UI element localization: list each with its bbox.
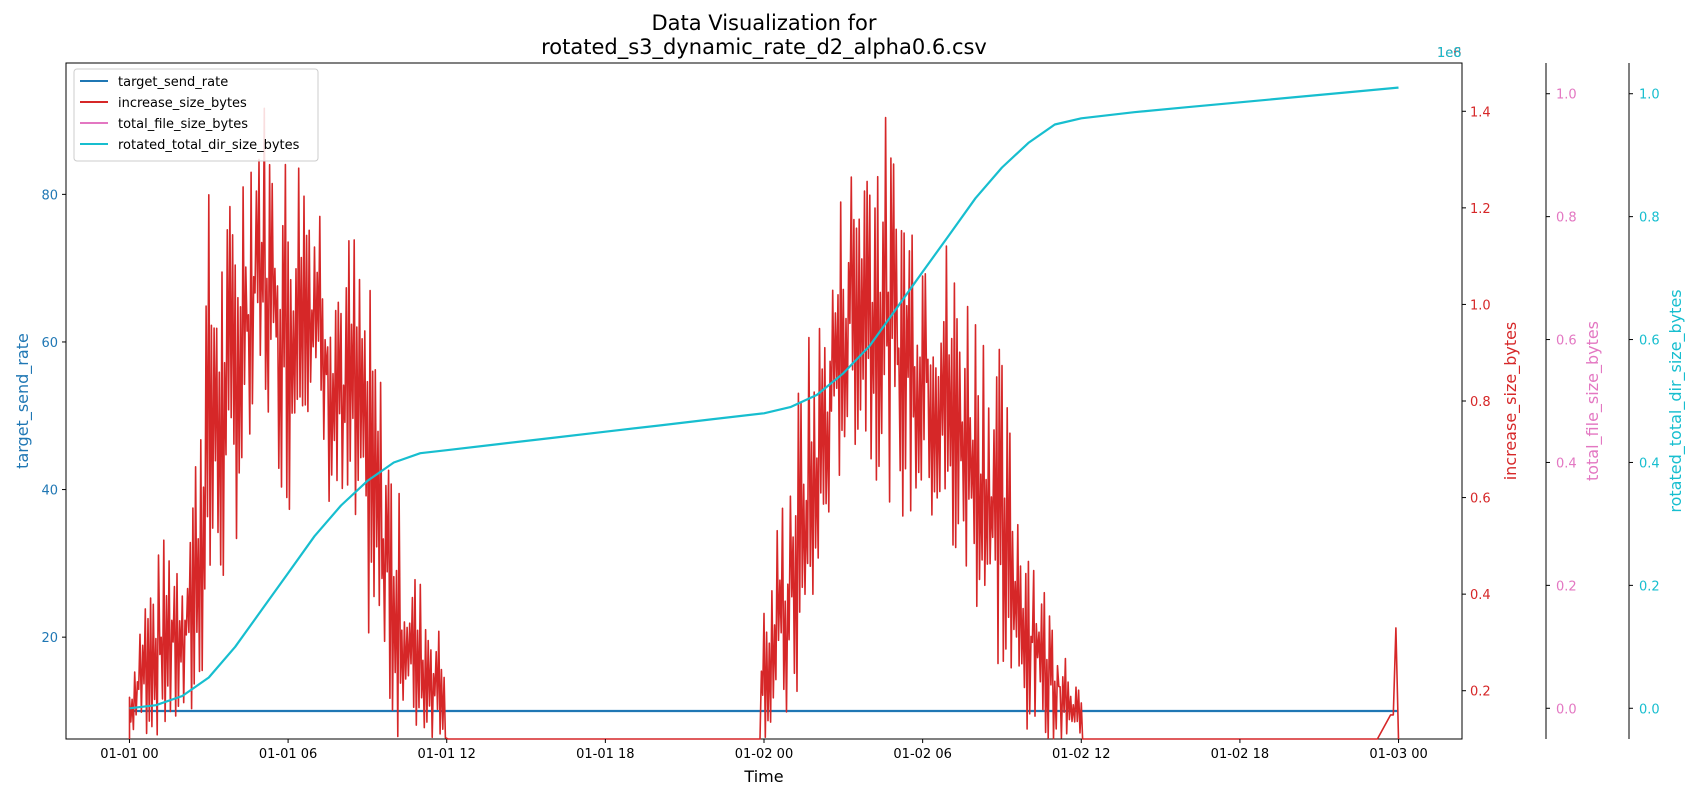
left-tick-label: 40 [41,484,58,499]
right1-tick-label: 1.2 [1470,202,1491,217]
series-line-increase-size-bytes [128,107,1400,740]
legend-label: total_file_size_bytes [118,117,248,132]
left-tick-label: 80 [41,188,58,203]
right1-tick-label: 0.2 [1470,685,1491,700]
x-tick-label: 01-02 00 [735,747,793,762]
left-axis-label: target_send_rate [13,333,33,469]
left-tick-label: 60 [41,336,58,351]
legend-label: target_send_rate [118,75,228,90]
x-tick-label: 01-03 00 [1369,747,1427,762]
x-tick-label: 01-02 18 [1211,747,1269,762]
axes-layer: 01-01 00 01-01 06 01-01 12 01-01 18 01-02 00… [13,46,1686,762]
series-layer [128,86,1400,740]
left-tick-label: 20 [41,631,58,646]
right2-tick-label: 0.0 [1556,702,1577,717]
right3-tick-label: 0.4 [1639,456,1660,471]
legend: target_send_rate increase_size_bytestotal… [73,68,319,162]
right3-offset-text: 1e8 [1437,46,1462,61]
right3-axis-label: rotated_total_dir_size_bytes [1666,289,1686,512]
right3-tick-label: 0.6 [1639,334,1660,349]
right3-tick-label: 0.2 [1639,579,1660,594]
right2-tick-label: 0.2 [1556,579,1577,594]
right3-tick-label: 0.0 [1639,702,1660,717]
x-tick-label: 01-01 00 [100,747,158,762]
right2-tick-label: 1.0 [1556,88,1577,103]
right1-axis-label: increase_size_bytes [1501,322,1521,481]
right1-tick-label: 1.4 [1470,105,1491,120]
chart-title-line-2: rotated_s3_dynamic_rate_d2_alpha0.6.csv [541,35,987,60]
right2-tick-label: 0.8 [1556,211,1577,226]
x-tick-label: 01-01 06 [259,747,317,762]
series-line-rotated-total-dir-size-bytes [129,86,1399,710]
legend-label: increase_size_bytes [118,96,247,111]
right1-tick-label: 0.8 [1470,395,1491,410]
right1-tick-label: 0.4 [1470,588,1491,603]
x-tick-label: 01-01 12 [418,747,476,762]
x-axis-label: Time [743,767,783,786]
x-tick-label: 01-01 18 [576,747,634,762]
legend-label: rotated_total_dir_size_bytes [118,138,300,153]
right2-tick-label: 0.6 [1556,334,1577,349]
x-tick-label: 01-02 12 [1052,747,1110,762]
right3-tick-label: 1.0 [1639,88,1660,103]
right1-tick-label: 1.0 [1470,298,1491,313]
right3-tick-label: 0.8 [1639,211,1660,226]
right1-tick-label: 0.6 [1470,492,1491,507]
chart-title-line-1: Data Visualization for [651,11,876,35]
right2-axis-label: total_file_size_bytes [1583,321,1603,481]
x-tick-label: 01-02 06 [893,747,951,762]
legend-box [73,68,319,162]
right1-offset-text: 1e6 [1437,46,1462,61]
right2-tick-label: 0.4 [1556,456,1577,471]
